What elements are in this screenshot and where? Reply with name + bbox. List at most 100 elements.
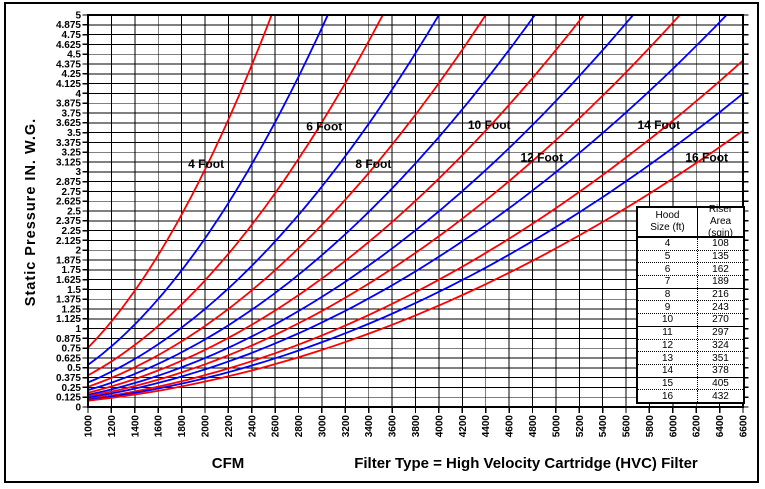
curve-11-foot [87, 14, 634, 396]
y-tick-label: 1.75 [62, 265, 82, 276]
curve-4-foot [87, 14, 273, 349]
riser-table-body: 4 108 5 135 6 162 7 189 8 216 9 243 10 270 11 297 12 324 1… [638, 238, 743, 402]
x-tick-label: 4200 [458, 415, 469, 438]
x-tick-label: 1400 [130, 415, 141, 438]
y-tick-label: 0.625 [56, 353, 81, 364]
riser-area-header-line1: Riser [708, 204, 733, 215]
y-tick-label: 4.375 [56, 59, 81, 70]
x-tick-label: 5400 [598, 415, 609, 438]
x-tick-label: 2200 [224, 415, 235, 438]
x-tick-label: 5600 [622, 415, 633, 438]
y-tick-label: 0.25 [62, 383, 82, 394]
x-tick-label: 3600 [388, 415, 399, 438]
curve-label-4-foot: 4 Foot [188, 157, 224, 171]
hood-size-cell: 14 [638, 364, 698, 377]
riser-area-cell: 378 [712, 365, 729, 377]
y-tick-label: 1.625 [56, 275, 81, 286]
riser-table-row: 6 162 [638, 263, 743, 277]
riser-area-cell: 270 [712, 314, 729, 326]
y-tick-label: 2.875 [56, 177, 81, 188]
x-tick-label: 6000 [668, 415, 679, 438]
x-tick-label: 4600 [505, 415, 516, 438]
y-tick-label: 1 [75, 324, 81, 335]
y-tick-label: 1.875 [56, 255, 81, 266]
y-tick-label: 2.25 [62, 226, 82, 237]
hood-size-header-line2: Size (ft) [650, 222, 685, 233]
riser-area-cell: 216 [712, 289, 729, 301]
x-tick-label: 3000 [317, 415, 328, 438]
y-tick-label: 2.125 [56, 236, 81, 247]
y-tick-label: 4.25 [62, 69, 82, 80]
hood-size-cell: 15 [638, 377, 698, 390]
hood-size-header-line1: Hood [655, 210, 680, 221]
hood-size-cell: 8 [638, 288, 698, 301]
curve-label-10-foot: 10 Foot [468, 118, 511, 132]
x-tick-label: 3400 [364, 415, 375, 438]
x-tick-label: 3800 [411, 415, 422, 438]
y-tick-label: 3.5 [67, 128, 81, 139]
y-tick-label: 2 [75, 246, 81, 257]
curve-7-foot [87, 14, 440, 384]
riser-table-row: 15 405 [638, 377, 743, 391]
riser-table-row: 7 189 [638, 276, 743, 289]
hood-size-cell: 4 [638, 238, 698, 250]
x-tick-label: 2400 [247, 415, 258, 438]
riser-area-cell: 405 [712, 377, 729, 389]
x-tick-label: 6400 [715, 415, 726, 438]
curve-6-foot [87, 14, 384, 377]
x-tick-label: 4800 [528, 415, 539, 438]
x-tick-label: 6600 [739, 415, 750, 438]
curve-label-8-foot: 8 Foot [355, 157, 391, 171]
curve-label-6-foot: 6 Foot [306, 119, 342, 133]
y-tick-label: 1.375 [56, 295, 81, 306]
y-tick-label: 1.25 [62, 304, 82, 315]
hood-size-cell: 16 [638, 390, 698, 402]
y-tick-label: 4.75 [62, 30, 82, 41]
y-tick-label: 4.625 [56, 40, 81, 51]
y-tick-label: 5 [75, 10, 81, 21]
riser-table-row: 13 351 [638, 352, 743, 365]
curve-13-foot [87, 14, 728, 399]
y-tick-label: 3 [75, 167, 81, 178]
curve-12-foot [87, 14, 681, 398]
y-tick-label: 3.25 [62, 148, 82, 159]
y-tick-label: 4.875 [56, 20, 81, 31]
riser-area-cell: 432 [712, 390, 729, 402]
x-tick-label: 2800 [294, 415, 305, 438]
y-tick-label: 0.125 [56, 393, 81, 404]
curve-10-foot [87, 14, 585, 394]
x-tick-label: 4400 [481, 415, 492, 438]
x-tick-label: 6200 [692, 415, 703, 438]
hood-size-cell: 6 [638, 263, 698, 276]
x-tick-label: 3200 [341, 415, 352, 438]
riser-table-row: 9 243 [638, 301, 743, 315]
y-tick-label: 2.5 [67, 206, 81, 217]
y-tick-label: 3.875 [56, 99, 81, 110]
x-tick-label: 4000 [434, 415, 445, 438]
riser-table-row: 8 216 [638, 288, 743, 302]
x-tick-label: 2600 [271, 415, 282, 438]
hood-size-cell: 11 [638, 326, 698, 339]
riser-area-header: Riser Area (sqin) [698, 204, 743, 239]
riser-area-cell: 189 [712, 276, 729, 288]
y-tick-label: 1.125 [56, 314, 81, 325]
y-tick-label: 3.125 [56, 157, 81, 168]
hood-size-header: Hood Size (ft) [638, 208, 698, 236]
x-tick-label: 1000 [84, 415, 95, 438]
x-tick-label: 5000 [551, 415, 562, 438]
riser-area-cell: 351 [712, 352, 729, 364]
y-tick-label: 4.5 [67, 50, 81, 61]
y-tick-label: 2.625 [56, 197, 81, 208]
y-tick-label: 0 [75, 402, 81, 413]
x-tick-label: 5200 [575, 415, 586, 438]
y-tick-label: 0.875 [56, 334, 81, 345]
curve-label-14-foot: 14 Foot [637, 118, 680, 132]
x-tick-label: 2000 [201, 415, 212, 438]
riser-table-row: 12 324 [638, 339, 743, 353]
curve-5-foot [87, 14, 329, 366]
riser-table-row: 4 108 [638, 238, 743, 251]
curve-16-foot [87, 129, 744, 402]
y-tick-label: 4.125 [56, 79, 81, 90]
